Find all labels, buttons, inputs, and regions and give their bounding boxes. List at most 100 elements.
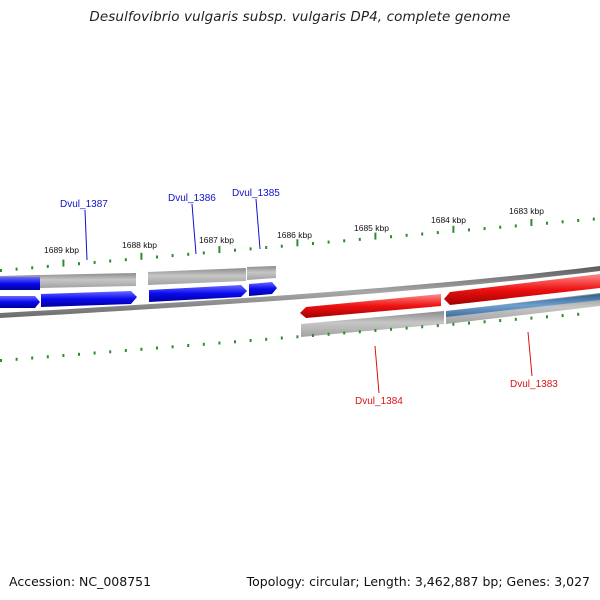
gene-callout-line [374, 345, 380, 394]
forward-cds-track [0, 277, 277, 308]
scale-tick [0, 359, 2, 362]
scale-tick [265, 246, 268, 249]
gene-callout-line [527, 331, 533, 377]
scale-tick [187, 252, 190, 256]
scale-tick [390, 235, 392, 239]
scale-tick [343, 331, 346, 335]
scale-tick [249, 247, 252, 251]
scale-tick [31, 356, 34, 360]
scale-tick [296, 335, 299, 339]
scale-tick [327, 240, 330, 244]
cds-arrow[interactable] [0, 296, 40, 308]
scale-tick [390, 327, 392, 331]
scale-tick [140, 252, 143, 260]
scale-tick [452, 225, 455, 233]
scale-label: 1689 kbp [44, 245, 79, 255]
cds-arrow[interactable] [249, 282, 277, 296]
scale-tick [156, 255, 158, 259]
scale-tick [327, 332, 330, 336]
scale-tick [218, 246, 221, 254]
scale-tick [514, 224, 517, 228]
scale-tick [421, 325, 424, 329]
scale-tick [343, 239, 346, 243]
scale-tick [312, 242, 314, 245]
gene-callout-line [191, 203, 197, 255]
scale-tick [31, 266, 34, 270]
scale-tick [187, 344, 190, 347]
scale-tick [124, 349, 127, 352]
scale-tick [156, 346, 158, 350]
scale-tick [561, 220, 564, 224]
scale-tick [218, 341, 221, 345]
gene-callout-line [255, 198, 261, 250]
cds-arrow[interactable] [444, 274, 600, 305]
scale-tick [171, 254, 174, 258]
scale-label: 1683 kbp [509, 206, 544, 216]
gene-label-dvul_1383[interactable]: Dvul_1383 [510, 379, 558, 390]
scale-tick [62, 259, 65, 267]
cds-arrow[interactable] [0, 277, 40, 290]
scale-tick [171, 345, 174, 349]
gene-block[interactable] [40, 273, 136, 288]
scale-tick [546, 221, 548, 225]
gene-block[interactable] [301, 311, 444, 337]
scale-tick [452, 322, 455, 326]
scale-tick [530, 219, 533, 226]
scale-tick [109, 259, 112, 263]
scale-tick [468, 228, 470, 232]
cds-arrow[interactable] [41, 291, 137, 307]
scale-tick [405, 326, 408, 330]
scale-tick [234, 248, 236, 252]
scale-tick [62, 354, 65, 357]
map-title: Desulfovibrio vulgaris subsp. vulgaris D… [89, 9, 511, 25]
gene-block[interactable] [247, 266, 276, 280]
scale-tick [15, 267, 18, 271]
scale-tick [499, 225, 502, 229]
scale-tick [202, 342, 205, 346]
scale-label: 1687 kbp [199, 235, 234, 245]
scale-tick [374, 329, 377, 332]
gene-label-dvul_1385[interactable]: Dvul_1385 [232, 188, 280, 199]
gene-label-dvul_1387[interactable]: Dvul_1387 [60, 199, 108, 210]
gene-callout-line [84, 209, 88, 261]
scale-tick [280, 244, 283, 248]
scale-label: 1688 kbp [122, 240, 157, 250]
scale-tick [499, 319, 502, 323]
gene-label-dvul_1386[interactable]: Dvul_1386 [168, 193, 216, 204]
scale-tick [577, 219, 580, 222]
scale-tick [280, 336, 283, 340]
scale-tick [514, 317, 517, 321]
scale-tick [468, 321, 470, 325]
gene-label-group: Dvul_1387 Dvul_1386 Dvul_1385 Dvul_1384 Dvul… [60, 188, 558, 407]
cds-arrow[interactable] [149, 285, 247, 302]
scale-tick [436, 324, 439, 328]
reverse-cds-track [300, 274, 600, 318]
scale-label-group: 1689 kbp 1688 kbp 1687 kbp 1686 kbp 1685 kbp… [44, 206, 544, 255]
inner-tick-track [0, 312, 580, 362]
scale-tick [312, 334, 314, 337]
scale-label: 1685 kbp [354, 223, 389, 233]
scale-tick [46, 355, 49, 359]
scale-tick [78, 262, 80, 266]
outer-tick-track [0, 217, 595, 272]
scale-tick [483, 320, 486, 324]
gene-label-dvul_1384[interactable]: Dvul_1384 [355, 396, 403, 407]
gene-block[interactable] [446, 294, 600, 317]
scale-tick [46, 264, 49, 268]
scale-tick [15, 357, 18, 361]
scale-tick [483, 227, 486, 231]
scale-tick [436, 231, 439, 235]
genome-backbone [0, 266, 600, 318]
scale-tick [405, 233, 408, 237]
scale-tick [234, 340, 236, 344]
scale-tick [421, 232, 424, 236]
scale-tick [358, 330, 361, 334]
scale-tick [577, 312, 580, 316]
cds-arrow[interactable] [300, 294, 441, 318]
scale-label: 1686 kbp [277, 230, 312, 240]
topology-text: Topology: circular; Length: 3,462,887 bp… [246, 574, 590, 589]
scale-label: 1684 kbp [431, 215, 466, 225]
gene-block[interactable] [148, 268, 246, 285]
scale-tick [202, 251, 205, 255]
